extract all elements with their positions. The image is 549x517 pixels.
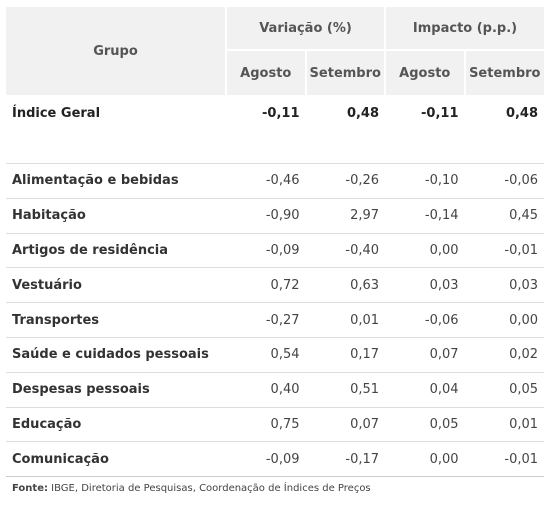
inflation-table: Grupo Variação (%) Impacto (p.p.) Agosto… xyxy=(6,7,545,478)
cell-impact-september: 0,02 xyxy=(464,337,545,373)
cell-variation-september: 0,63 xyxy=(305,267,386,304)
spacer-row xyxy=(6,131,545,164)
cell-variation-august: 0,75 xyxy=(226,407,306,443)
cell-variation-september: 0,01 xyxy=(305,302,386,338)
cell-variation-september: 0,48 xyxy=(346,105,380,121)
table-row: Educação 0,75 0,07 0,05 0,01 xyxy=(6,407,545,443)
impact-august-header: Agosto xyxy=(384,50,465,95)
cell-variation-september: -0,40 xyxy=(305,233,386,269)
impact-header: Impacto (p.p.) xyxy=(384,7,545,51)
cell-variation-august: 0,72 xyxy=(226,267,306,304)
table-body: Índice Geral -0,11 0,48 -0,11 0,48 Alime… xyxy=(6,95,545,478)
source-label: Fonte: xyxy=(12,483,48,494)
cell-variation-september: 0,07 xyxy=(305,407,386,443)
row-name: Comunicação xyxy=(6,441,226,478)
table-row: Despesas pessoais 0,40 0,51 0,04 0,05 xyxy=(6,372,545,408)
table-row: Alimentação e bebidas -0,46 -0,26 -0,10 … xyxy=(6,163,545,199)
variation-header: Variação (%) xyxy=(224,7,386,51)
cell-variation-september: 0,17 xyxy=(305,337,386,373)
cell-variation-august: -0,11 xyxy=(262,105,300,121)
table-row: Transportes -0,27 0,01 -0,06 0,00 xyxy=(6,302,545,338)
row-name: Habitação xyxy=(6,198,226,234)
row-name: Índice Geral xyxy=(12,105,101,121)
row-name: Saúde e cuidados pessoais xyxy=(6,337,226,373)
cell-impact-august: -0,14 xyxy=(385,198,465,234)
cell-variation-september: -0,26 xyxy=(305,163,386,199)
cell-impact-august: 0,05 xyxy=(385,407,465,443)
table-row: Saúde e cuidados pessoais 0,54 0,17 0,07… xyxy=(6,337,545,373)
cell-impact-september: 0,05 xyxy=(464,372,545,408)
row-name: Artigos de residência xyxy=(6,233,226,269)
cell-impact-september: 0,03 xyxy=(464,267,545,304)
cell-impact-september: 0,00 xyxy=(464,302,545,338)
cell-variation-august: -0,09 xyxy=(226,233,306,269)
general-index-row: Índice Geral -0,11 0,48 -0,11 0,48 xyxy=(6,95,544,131)
cell-variation-september: 0,51 xyxy=(305,372,386,408)
impact-september-header: Setembro xyxy=(463,50,545,95)
row-name: Alimentação e bebidas xyxy=(6,163,226,199)
cell-variation-august: -0,27 xyxy=(226,302,306,338)
cell-variation-august: 0,40 xyxy=(226,372,306,408)
cell-impact-august: 0,04 xyxy=(385,372,465,408)
row-name: Transportes xyxy=(6,302,226,338)
cell-variation-august: -0,46 xyxy=(226,163,306,199)
cell-impact-august: -0,11 xyxy=(421,105,459,121)
cell-impact-august: -0,06 xyxy=(385,302,465,338)
cell-impact-september: 0,48 xyxy=(505,105,539,121)
table-row: Vestuário 0,72 0,63 0,03 0,03 xyxy=(6,267,545,304)
table-header: Grupo Variação (%) Impacto (p.p.) Agosto… xyxy=(6,7,545,95)
source-note: Fonte: IBGE, Diretoria de Pesquisas, Coo… xyxy=(12,483,371,494)
table-row: Artigos de residência -0,09 -0,40 0,00 -… xyxy=(6,233,545,269)
cell-variation-august: -0,90 xyxy=(226,198,306,234)
table-row: Habitação -0,90 2,97 -0,14 0,45 xyxy=(6,198,545,234)
cell-impact-august: 0,00 xyxy=(385,233,465,269)
row-name: Educação xyxy=(6,407,226,443)
variation-september-header: Setembro xyxy=(304,50,386,95)
cell-impact-august: -0,10 xyxy=(385,163,465,199)
variation-august-header: Agosto xyxy=(225,50,306,95)
cell-impact-september: 0,45 xyxy=(464,198,545,234)
cell-impact-august: 0,03 xyxy=(385,267,465,304)
source-text: IBGE, Diretoria de Pesquisas, Coordenaçã… xyxy=(47,483,371,494)
row-name: Despesas pessoais xyxy=(6,372,226,408)
cell-impact-august: 0,07 xyxy=(385,337,465,373)
group-column-header: Grupo xyxy=(6,7,227,95)
cell-impact-august: 0,00 xyxy=(385,441,465,478)
cell-impact-september: -0,06 xyxy=(464,163,545,199)
row-name: Vestuário xyxy=(6,267,226,304)
cell-impact-september: 0,01 xyxy=(464,407,545,443)
cell-impact-september: -0,01 xyxy=(464,233,545,269)
cell-variation-august: -0,09 xyxy=(226,441,306,478)
cell-variation-august: 0,54 xyxy=(226,337,306,373)
cell-variation-september: -0,17 xyxy=(305,441,386,478)
cell-variation-september: 2,97 xyxy=(305,198,386,234)
cell-impact-september: -0,01 xyxy=(464,441,545,478)
table-row: Comunicação -0,09 -0,17 0,00 -0,01 xyxy=(6,441,545,478)
